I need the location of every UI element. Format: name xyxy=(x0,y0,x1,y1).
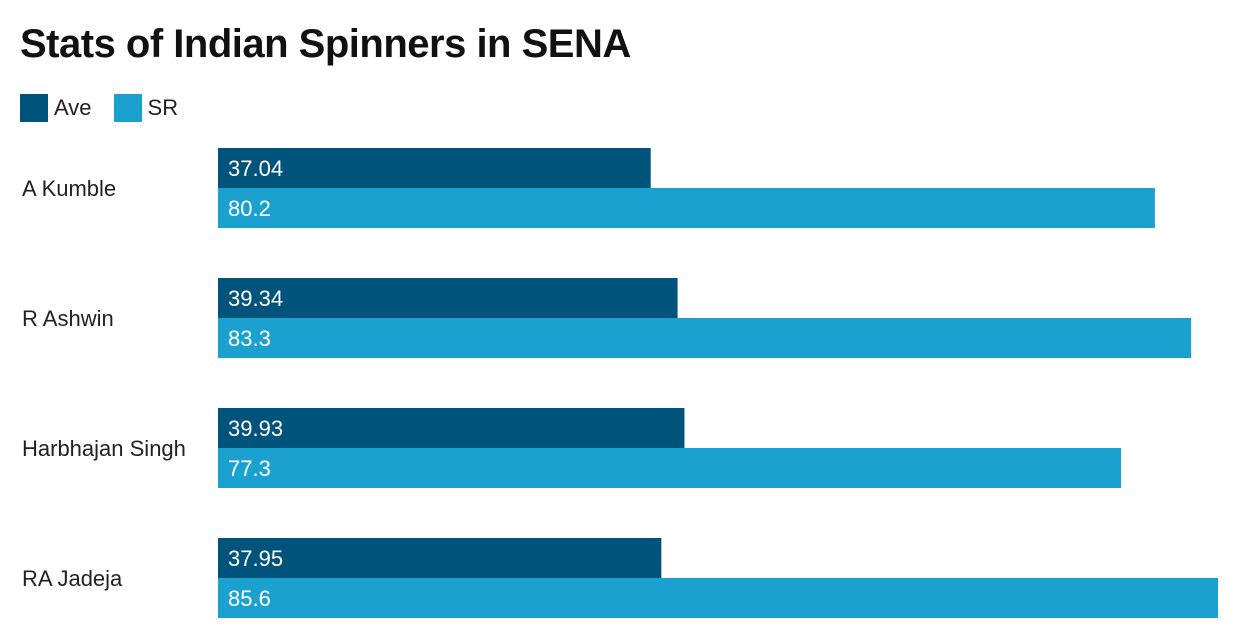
legend-item-ave: Ave xyxy=(20,94,92,122)
legend-label-ave: Ave xyxy=(54,95,92,120)
bar-sr-r-ashwin xyxy=(218,318,1192,358)
legend-item-sr: SR xyxy=(113,94,179,122)
bar-ave-a-kumble xyxy=(218,148,651,188)
bar-group-ra-jadeja: RA Jadeja 37.95 85.6 xyxy=(22,538,1218,618)
bar-ave-ra-jadeja xyxy=(218,538,662,578)
data-label-sr-ra-jadeja: 85.6 xyxy=(228,586,271,611)
bar-group-r-ashwin: R Ashwin 39.34 83.3 xyxy=(22,278,1192,358)
category-label: R Ashwin xyxy=(22,306,114,331)
data-label-sr-a-kumble: 80.2 xyxy=(228,196,271,221)
bar-ave-r-ashwin xyxy=(218,278,678,318)
bar-ave-harbhajan-singh xyxy=(218,408,685,448)
chart-legend: Ave SR xyxy=(20,94,178,122)
category-label: Harbhajan Singh xyxy=(22,436,186,461)
data-label-sr-harbhajan-singh: 77.3 xyxy=(228,456,271,481)
bar-group-a-kumble: A Kumble 37.04 80.2 xyxy=(22,148,1155,228)
data-label-sr-r-ashwin: 83.3 xyxy=(228,326,271,351)
bar-sr-a-kumble xyxy=(218,188,1155,228)
legend-swatch-ave xyxy=(20,94,48,122)
category-label: A Kumble xyxy=(22,176,116,201)
bar-sr-harbhajan-singh xyxy=(218,448,1122,488)
data-label-ave-r-ashwin: 39.34 xyxy=(228,286,283,311)
bar-sr-ra-jadeja xyxy=(218,578,1218,618)
category-label: RA Jadeja xyxy=(22,566,123,591)
chart-title: Stats of Indian Spinners in SENA xyxy=(20,22,631,66)
bar-group-harbhajan-singh: Harbhajan Singh 39.93 77.3 xyxy=(22,408,1122,488)
data-label-ave-a-kumble: 37.04 xyxy=(228,156,283,181)
legend-label-sr: SR xyxy=(147,95,179,120)
legend-swatch-sr xyxy=(113,94,142,122)
data-label-ave-ra-jadeja: 37.95 xyxy=(228,546,283,571)
data-label-ave-harbhajan-singh: 39.93 xyxy=(228,416,283,441)
